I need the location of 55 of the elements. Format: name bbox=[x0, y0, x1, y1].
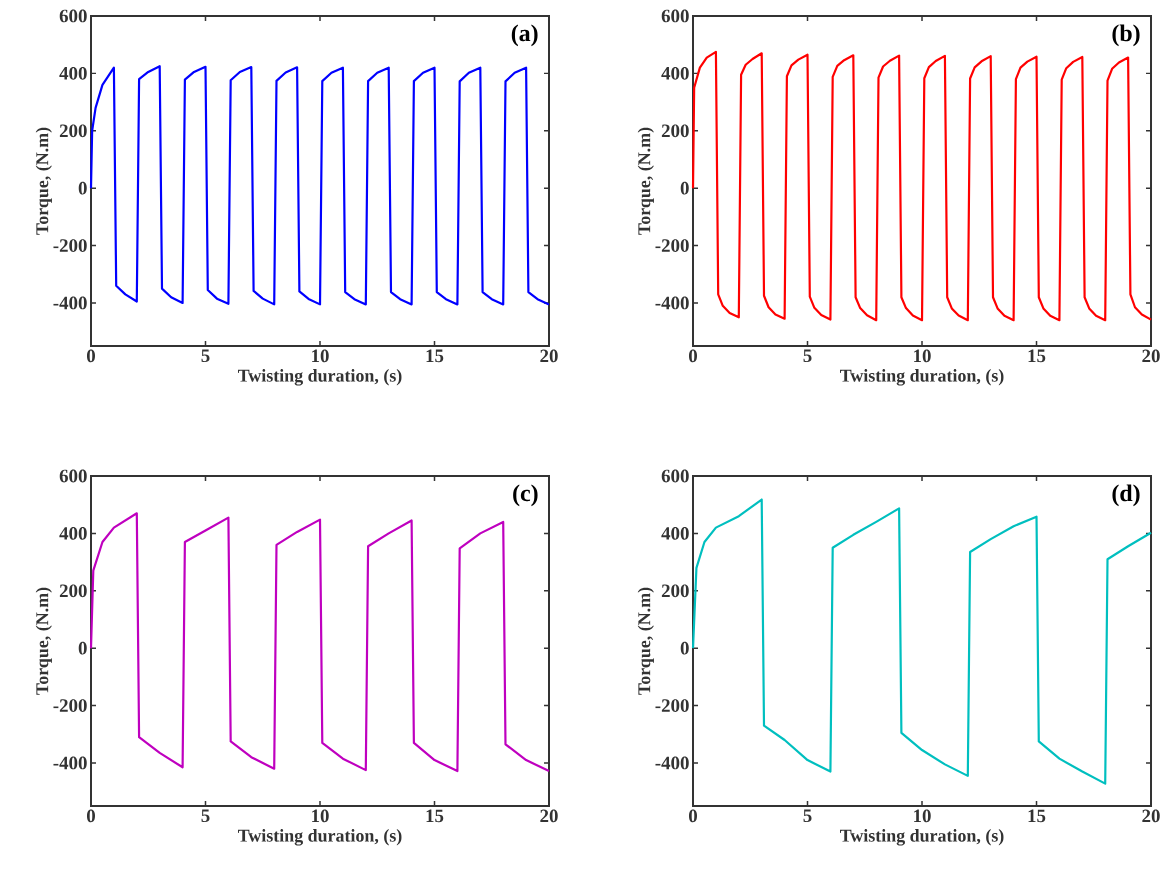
x-tick-label: 20 bbox=[1142, 349, 1160, 363]
x-axis-title: Twisting duration, (s) bbox=[238, 829, 402, 846]
y-tick-label: 0 bbox=[680, 641, 689, 655]
x-tick-label: 10 bbox=[312, 809, 329, 823]
annotation: (c) bbox=[513, 484, 538, 507]
line-series bbox=[691, 50, 1153, 322]
y-tick-label: -200 bbox=[53, 699, 87, 712]
x-tick-label: 20 bbox=[1142, 809, 1160, 823]
y-tick-label: 200 bbox=[661, 124, 689, 138]
x-tick-label: 20 bbox=[540, 349, 558, 363]
x-tick-label: 15 bbox=[426, 809, 444, 823]
x-axis-title: Twisting duration, (s) bbox=[840, 369, 1004, 386]
y-tick-label: 200 bbox=[59, 124, 87, 138]
annotation: (d) bbox=[1112, 484, 1140, 507]
y-tick-label: 200 bbox=[661, 584, 689, 598]
y-tick-label: -400 bbox=[655, 756, 689, 770]
y-axis-title: Torque, (N.m) bbox=[637, 587, 654, 695]
x-axis-title: Twisting duration, (s) bbox=[840, 829, 1004, 846]
x-tick-label: 5 bbox=[803, 809, 812, 823]
y-tick-label: 0 bbox=[78, 181, 87, 195]
y-tick-label: 600 bbox=[661, 9, 689, 23]
y-tick-label: 600 bbox=[661, 469, 689, 483]
annotation: (a) bbox=[511, 24, 538, 47]
x-tick-label: 10 bbox=[312, 349, 329, 363]
y-tick-label: 400 bbox=[661, 527, 689, 540]
x-tick-label: 15 bbox=[1028, 349, 1046, 363]
annotation: (b) bbox=[1112, 24, 1140, 47]
y-tick-label: -400 bbox=[53, 756, 87, 770]
y-tick-label: -200 bbox=[655, 239, 689, 252]
y-tick-label: -400 bbox=[53, 296, 87, 310]
line-series bbox=[89, 65, 551, 306]
x-tick-label: 10 bbox=[914, 349, 931, 363]
y-tick-label: -400 bbox=[655, 296, 689, 310]
y-tick-label: 200 bbox=[59, 584, 87, 598]
y-axis-title: Torque, (N.m) bbox=[637, 127, 654, 235]
y-tick-label: 0 bbox=[680, 181, 689, 195]
x-tick-label: 20 bbox=[540, 809, 558, 823]
x-tick-label: 5 bbox=[201, 809, 210, 823]
y-tick-label: 400 bbox=[59, 527, 87, 540]
x-axis-title: Twisting duration, (s) bbox=[238, 369, 402, 386]
y-tick-label: 400 bbox=[661, 67, 689, 80]
y-tick-label: 600 bbox=[59, 469, 87, 483]
y-tick-label: -200 bbox=[655, 699, 689, 712]
y-axis-title: Torque, (N.m) bbox=[35, 587, 52, 695]
x-tick-label: 10 bbox=[914, 809, 931, 823]
y-tick-label: -200 bbox=[53, 239, 87, 252]
y-tick-label: 400 bbox=[59, 67, 87, 80]
line-series bbox=[89, 512, 551, 773]
y-axis-title: Torque, (N.m) bbox=[35, 127, 52, 235]
x-tick-label: 15 bbox=[1028, 809, 1046, 823]
x-tick-label: 15 bbox=[426, 349, 444, 363]
y-tick-label: 600 bbox=[59, 9, 87, 23]
x-tick-label: 5 bbox=[803, 349, 812, 363]
x-tick-label: 5 bbox=[201, 349, 210, 363]
y-tick-label: 0 bbox=[78, 641, 87, 655]
